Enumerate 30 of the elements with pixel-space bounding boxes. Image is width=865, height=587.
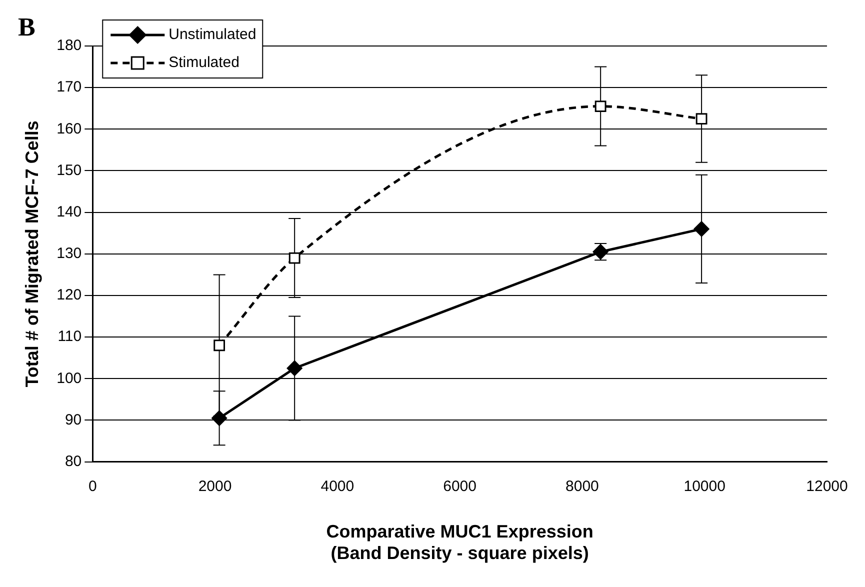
point [696, 113, 708, 124]
y-tick-label: 150 [56, 162, 82, 179]
x-tick-label: 12000 [806, 478, 848, 495]
y-axis-title: Total # of Migrated MCF-7 Cells [22, 120, 42, 388]
point [694, 221, 710, 237]
y-tick-label: 130 [56, 245, 82, 262]
x-tick-label: 8000 [566, 478, 599, 495]
x-tick-label: 10000 [684, 478, 726, 495]
point [288, 252, 300, 264]
y-tick-label: 90 [64, 411, 82, 428]
y-tick-label: 80 [64, 452, 82, 470]
y-tick-label: 140 [56, 203, 82, 220]
y-tick-label: 160 [56, 120, 82, 138]
y-tick-label: 120 [56, 286, 82, 304]
text: B [18, 12, 36, 42]
x-tick-label: 0 [88, 478, 97, 495]
x-tick-label: 2000 [198, 478, 232, 495]
point [594, 100, 606, 112]
point [214, 340, 226, 352]
point [286, 360, 302, 376]
y-tick-label: 180 [56, 37, 82, 54]
legend-label: Unstimulated [168, 26, 256, 44]
x-tick-label: 4000 [320, 478, 354, 495]
y-tick-label: 170 [56, 78, 82, 96]
point [212, 410, 228, 426]
x-tick-label: 6000 [443, 478, 476, 495]
y-tick-label: 110 [58, 328, 82, 346]
x-axis-title: Comparative MUC1 Expression (Band Density - square pixels) [326, 522, 594, 564]
y-tick-label: 100 [56, 370, 82, 387]
legend-label: Stimulated [168, 54, 240, 72]
